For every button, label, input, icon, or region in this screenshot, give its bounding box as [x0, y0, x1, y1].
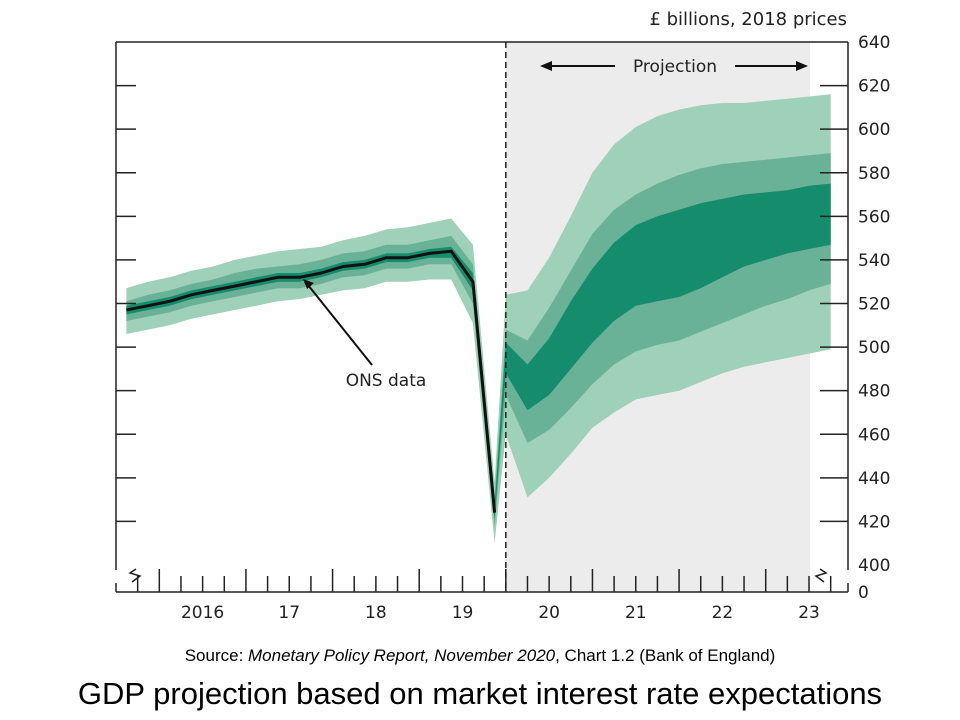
y-tick-label: 560 — [858, 207, 890, 227]
projection-arrow-right-head — [796, 61, 808, 71]
y-tick-label: 640 — [858, 33, 890, 53]
source-suffix: , Chart 1.2 (Bank of England) — [555, 646, 776, 665]
ons-data-label: ONS data — [346, 371, 427, 391]
chart-title: GDP projection based on market interest … — [77, 676, 883, 711]
gdp-fan-chart: 400 420 440 460 480 500 520 540 560 580 600 620 640 0… — [115, 33, 890, 623]
axis-break-right — [814, 568, 828, 583]
y-tick-label: 440 — [858, 469, 890, 489]
x-tick-label: 19 — [452, 603, 474, 623]
y-axis-ticks: 400 420 440 460 480 500 520 540 560 580 600 620 640 0 — [116, 33, 890, 603]
plot-frame — [115, 41, 849, 593]
y-tick-label: 620 — [858, 77, 890, 97]
x-tick-label: 21 — [625, 603, 647, 623]
y-tick-label: 500 — [858, 338, 890, 358]
ons-data-line — [126, 249, 497, 513]
x-axis-ticks: 2016 17 18 19 20 21 22 23 — [136, 569, 832, 623]
fan-bands — [126, 94, 831, 544]
y-tick-label: 420 — [858, 512, 890, 532]
x-tick-label: 20 — [538, 603, 560, 623]
x-tick-label: 17 — [278, 603, 300, 623]
y-tick-label: 480 — [858, 382, 890, 402]
x-tick-label: 18 — [365, 603, 387, 623]
axis-break-left — [128, 568, 142, 583]
projection-arrow-left-head — [540, 61, 552, 71]
unit-label: £ billions, 2018 prices — [649, 9, 847, 30]
y-tick-label-zero: 0 — [858, 583, 869, 603]
x-tick-label: 22 — [712, 603, 734, 623]
y-tick-label: 460 — [858, 425, 890, 445]
x-tick-label: 23 — [798, 603, 820, 623]
y-tick-label: 540 — [858, 251, 890, 271]
ons-pointer-head — [303, 279, 314, 289]
projection-label: Projection — [633, 57, 717, 77]
source-note: Source: Monetary Policy Report, November… — [0, 646, 960, 666]
y-tick-label: 600 — [858, 120, 890, 140]
source-report: Monetary Policy Report, November 2020 — [248, 646, 556, 665]
y-tick-label: 580 — [858, 164, 890, 184]
ons-pointer-line — [307, 284, 373, 366]
source-prefix: Source: — [184, 646, 249, 665]
y-tick-label: 400 — [858, 556, 890, 576]
inner-fan-band — [126, 183, 831, 520]
y-tick-label: 520 — [858, 295, 890, 315]
annotations: Projection ONS data — [303, 57, 808, 391]
x-tick-label: 2016 — [181, 603, 224, 623]
